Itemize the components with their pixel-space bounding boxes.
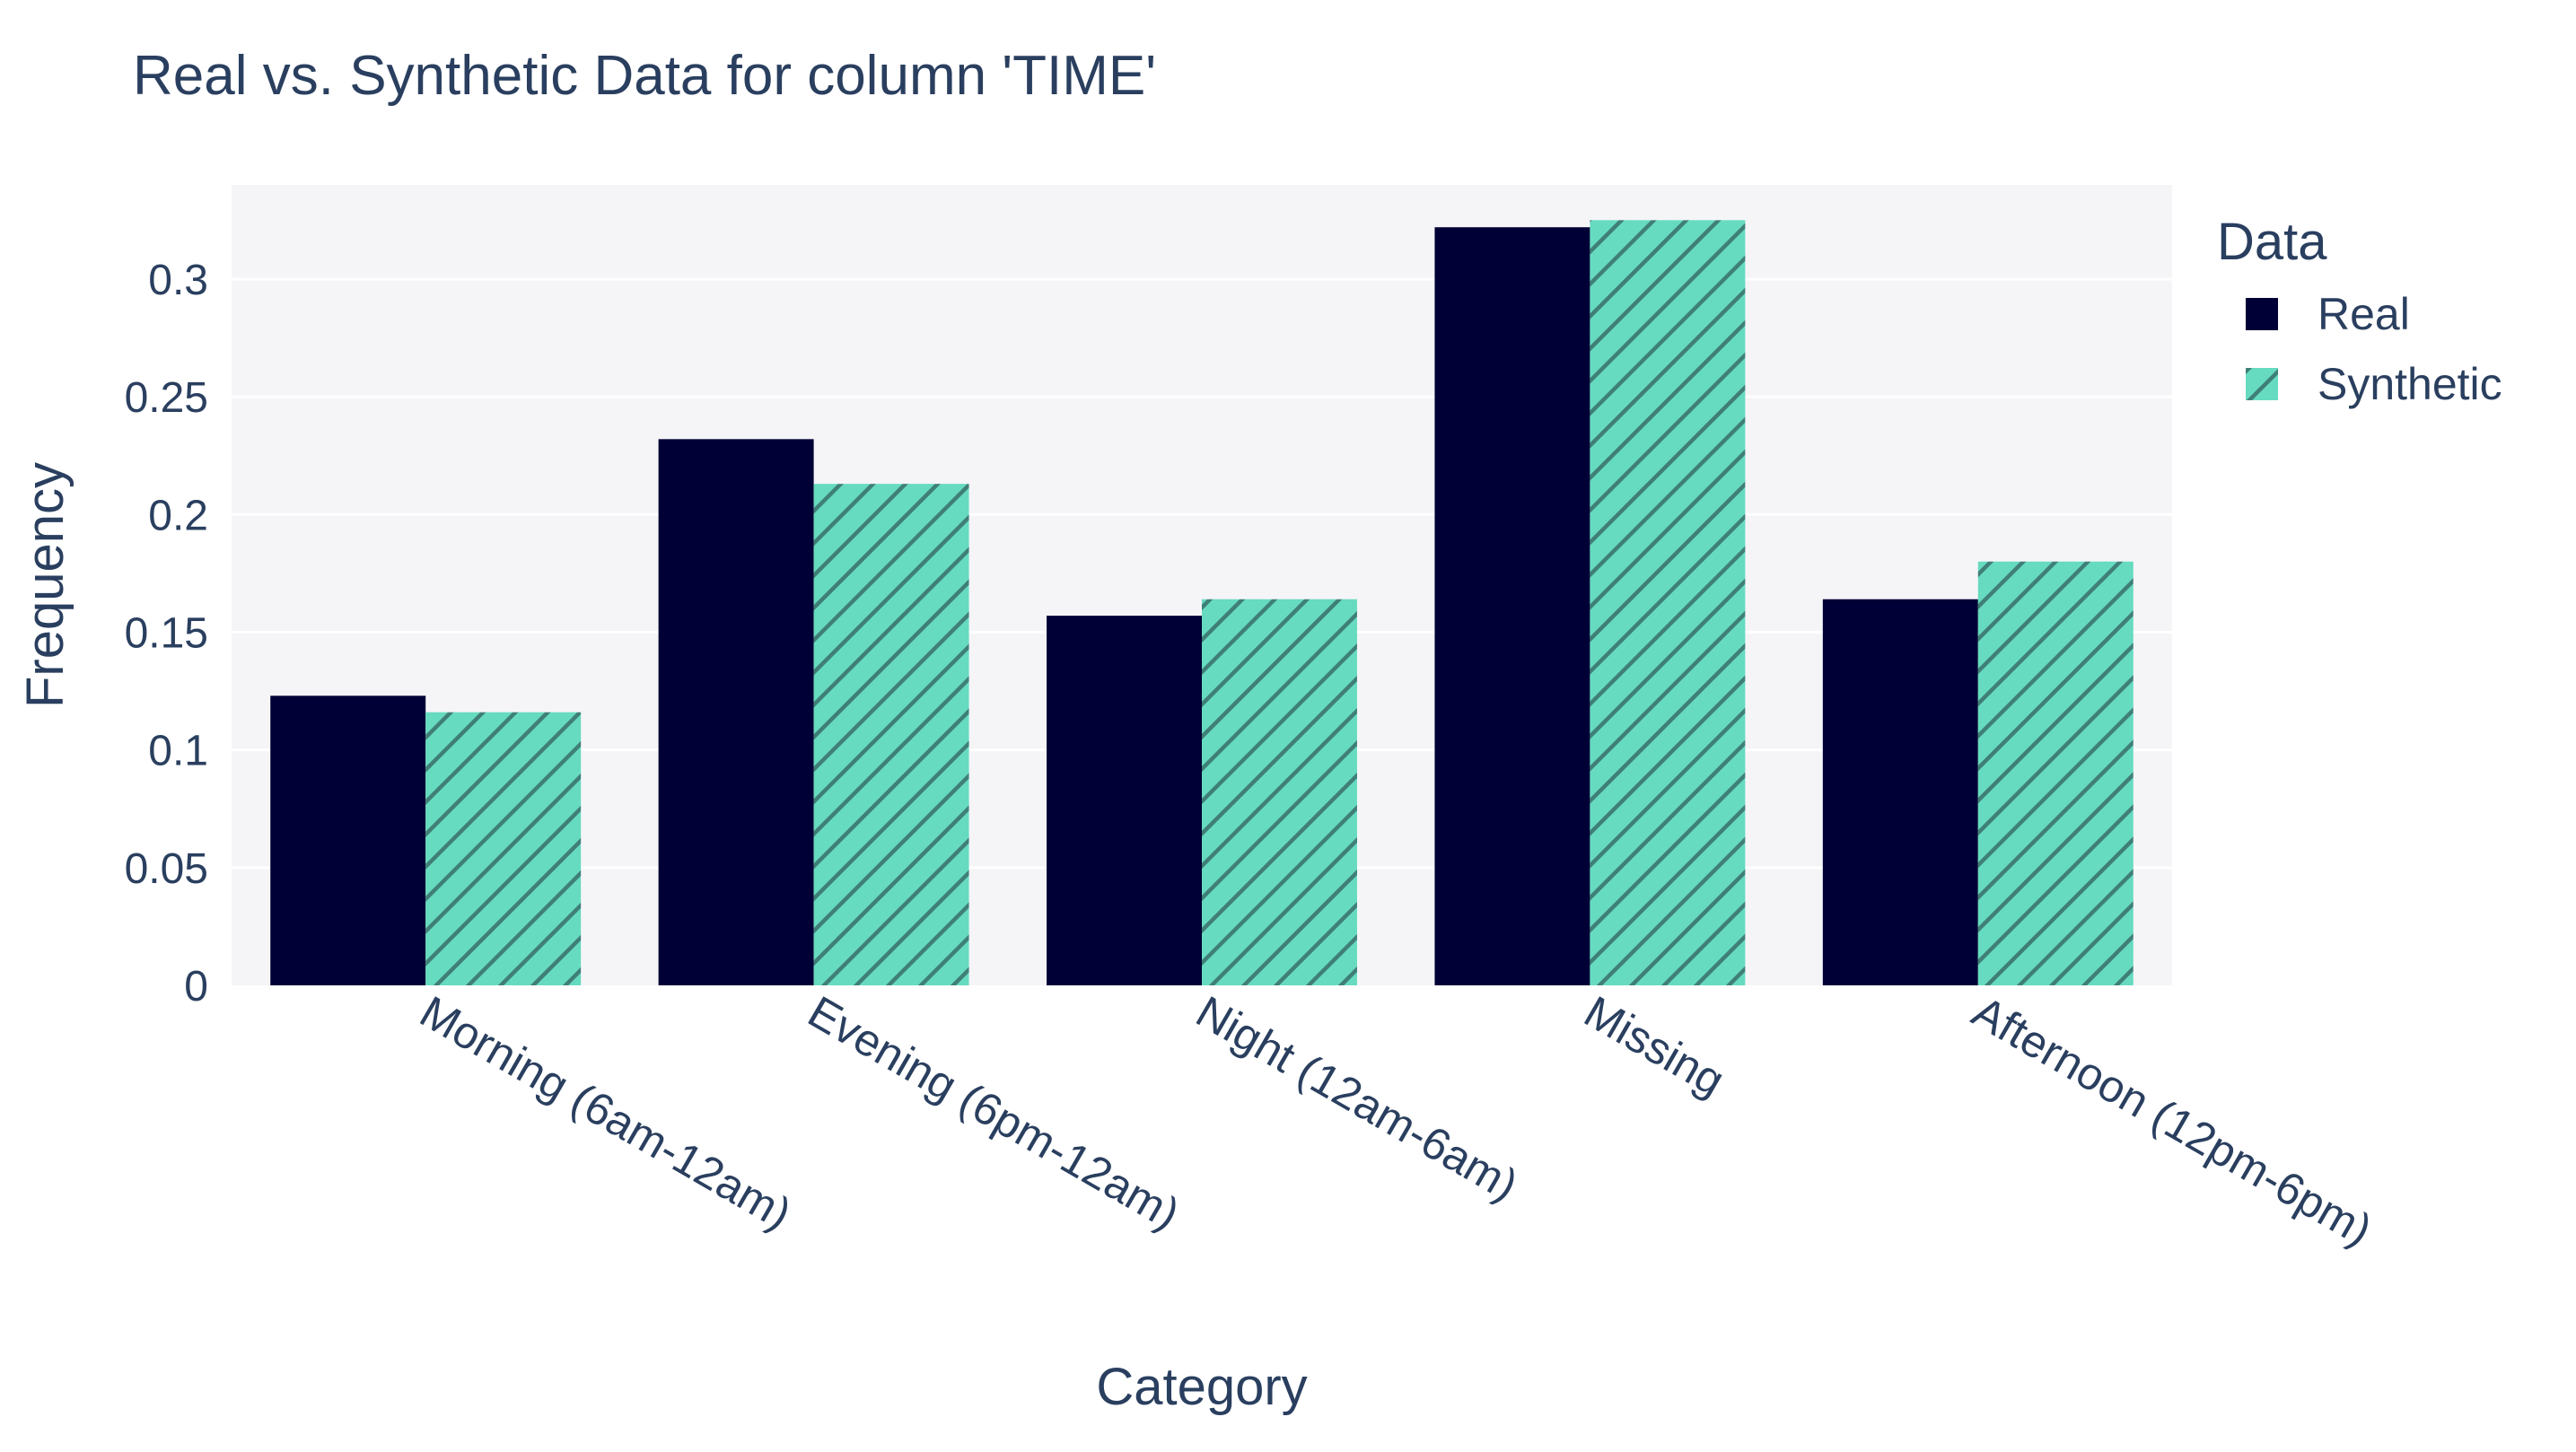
y-axis-ticks: 0 0.05 0.1 0.15 0.2 0.25 0.3 — [125, 257, 208, 1010]
bar-real — [1822, 599, 1978, 985]
y-tick-label: 0.25 — [125, 374, 208, 422]
x-axis-label: Category — [1096, 1358, 1307, 1416]
y-tick-label: 0.15 — [125, 609, 208, 657]
y-tick-label: 0 — [184, 963, 208, 1010]
x-tick-label: Night (12am-6am) — [1188, 986, 1527, 1211]
y-tick-label: 0.1 — [148, 728, 208, 775]
y-tick-label: 0.3 — [148, 257, 208, 304]
legend-swatch-synthetic — [2246, 368, 2278, 400]
x-tick-label: Morning (6am-12am) — [412, 986, 800, 1239]
y-tick-label: 0.2 — [148, 492, 208, 539]
x-tick-label: Evening (6pm-12am) — [800, 986, 1187, 1239]
bars — [270, 220, 2134, 986]
bar-synthetic — [1590, 220, 1746, 986]
bar-synthetic — [425, 712, 582, 985]
x-axis-ticks: Morning (6am-12am) Evening (6pm-12am) Nigh… — [412, 986, 2380, 1255]
legend-swatch-real — [2246, 298, 2278, 330]
bar-real — [658, 439, 814, 985]
x-tick-label: Missing — [1576, 986, 1733, 1106]
bar-synthetic — [1202, 599, 1357, 985]
bar-real — [1047, 616, 1202, 985]
y-axis-label: Frequency — [16, 462, 74, 708]
legend-label-real: Real — [2318, 289, 2410, 339]
chart-title: Real vs. Synthetic Data for column 'TIME… — [133, 45, 1156, 107]
legend-label-synthetic: Synthetic — [2318, 359, 2502, 409]
y-tick-label: 0.05 — [125, 845, 208, 893]
bar-real — [270, 695, 426, 985]
legend-title: Data — [2217, 213, 2327, 271]
x-tick-label: Afternoon (12pm-6pm) — [1964, 986, 2380, 1255]
bar-synthetic — [1977, 561, 2134, 985]
bar-synthetic — [813, 484, 969, 985]
legend: Data Real Synthetic — [2217, 213, 2502, 409]
bar-real — [1434, 227, 1590, 986]
